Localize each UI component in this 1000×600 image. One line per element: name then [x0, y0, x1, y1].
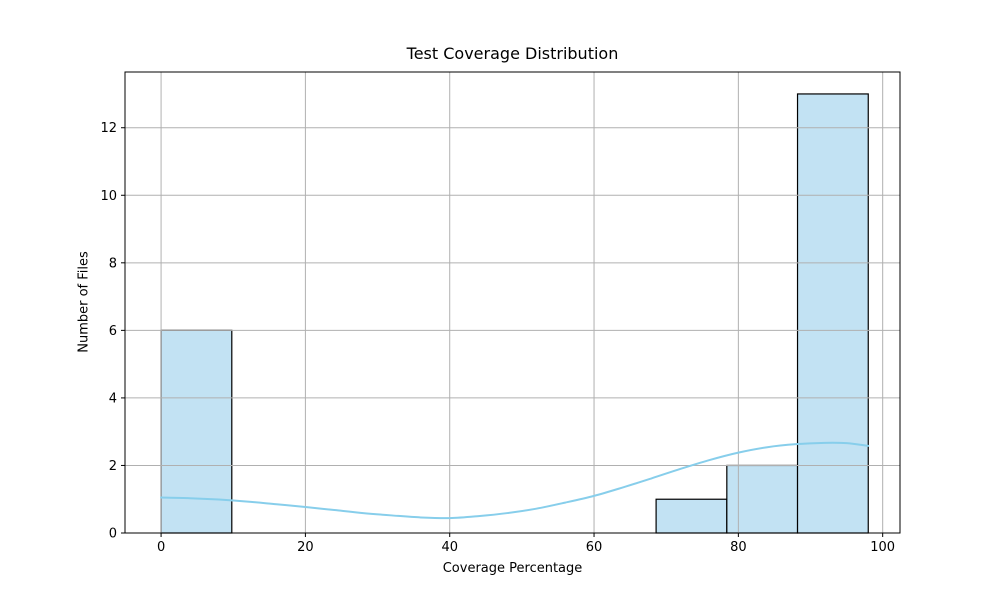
- x-tick-label: 100: [870, 540, 895, 555]
- histogram-bar: [655, 498, 728, 534]
- x-tick-label: 20: [297, 540, 314, 555]
- histogram-bar: [160, 329, 233, 534]
- histogram-bar: [726, 464, 799, 534]
- y-tick-label: 8: [109, 256, 117, 271]
- y-tick-label: 4: [109, 391, 117, 406]
- x-axis-label: Coverage Percentage: [442, 561, 583, 576]
- bars-group: [160, 93, 869, 534]
- histogram-bar: [796, 93, 869, 534]
- ticks-group: 0 20 40 60 80 100 0 2 4 6 8 10 12: [100, 121, 895, 555]
- x-tick-label: 40: [441, 540, 458, 555]
- y-tick-label: 0: [109, 527, 117, 542]
- y-tick-label: 10: [100, 189, 117, 204]
- grid-group: [125, 72, 900, 533]
- x-tick-label: 80: [730, 540, 747, 555]
- chart-title: Test Coverage Distribution: [406, 44, 619, 63]
- y-tick-label: 12: [100, 121, 117, 136]
- y-axis-label: Number of Files: [76, 251, 92, 353]
- kde-curve: [160, 441, 870, 520]
- plot-border: [124, 71, 901, 534]
- x-tick-label: 60: [586, 540, 603, 555]
- y-tick-label: 6: [109, 324, 117, 339]
- x-tick-label: 0: [157, 540, 165, 555]
- y-tick-label: 2: [109, 459, 117, 474]
